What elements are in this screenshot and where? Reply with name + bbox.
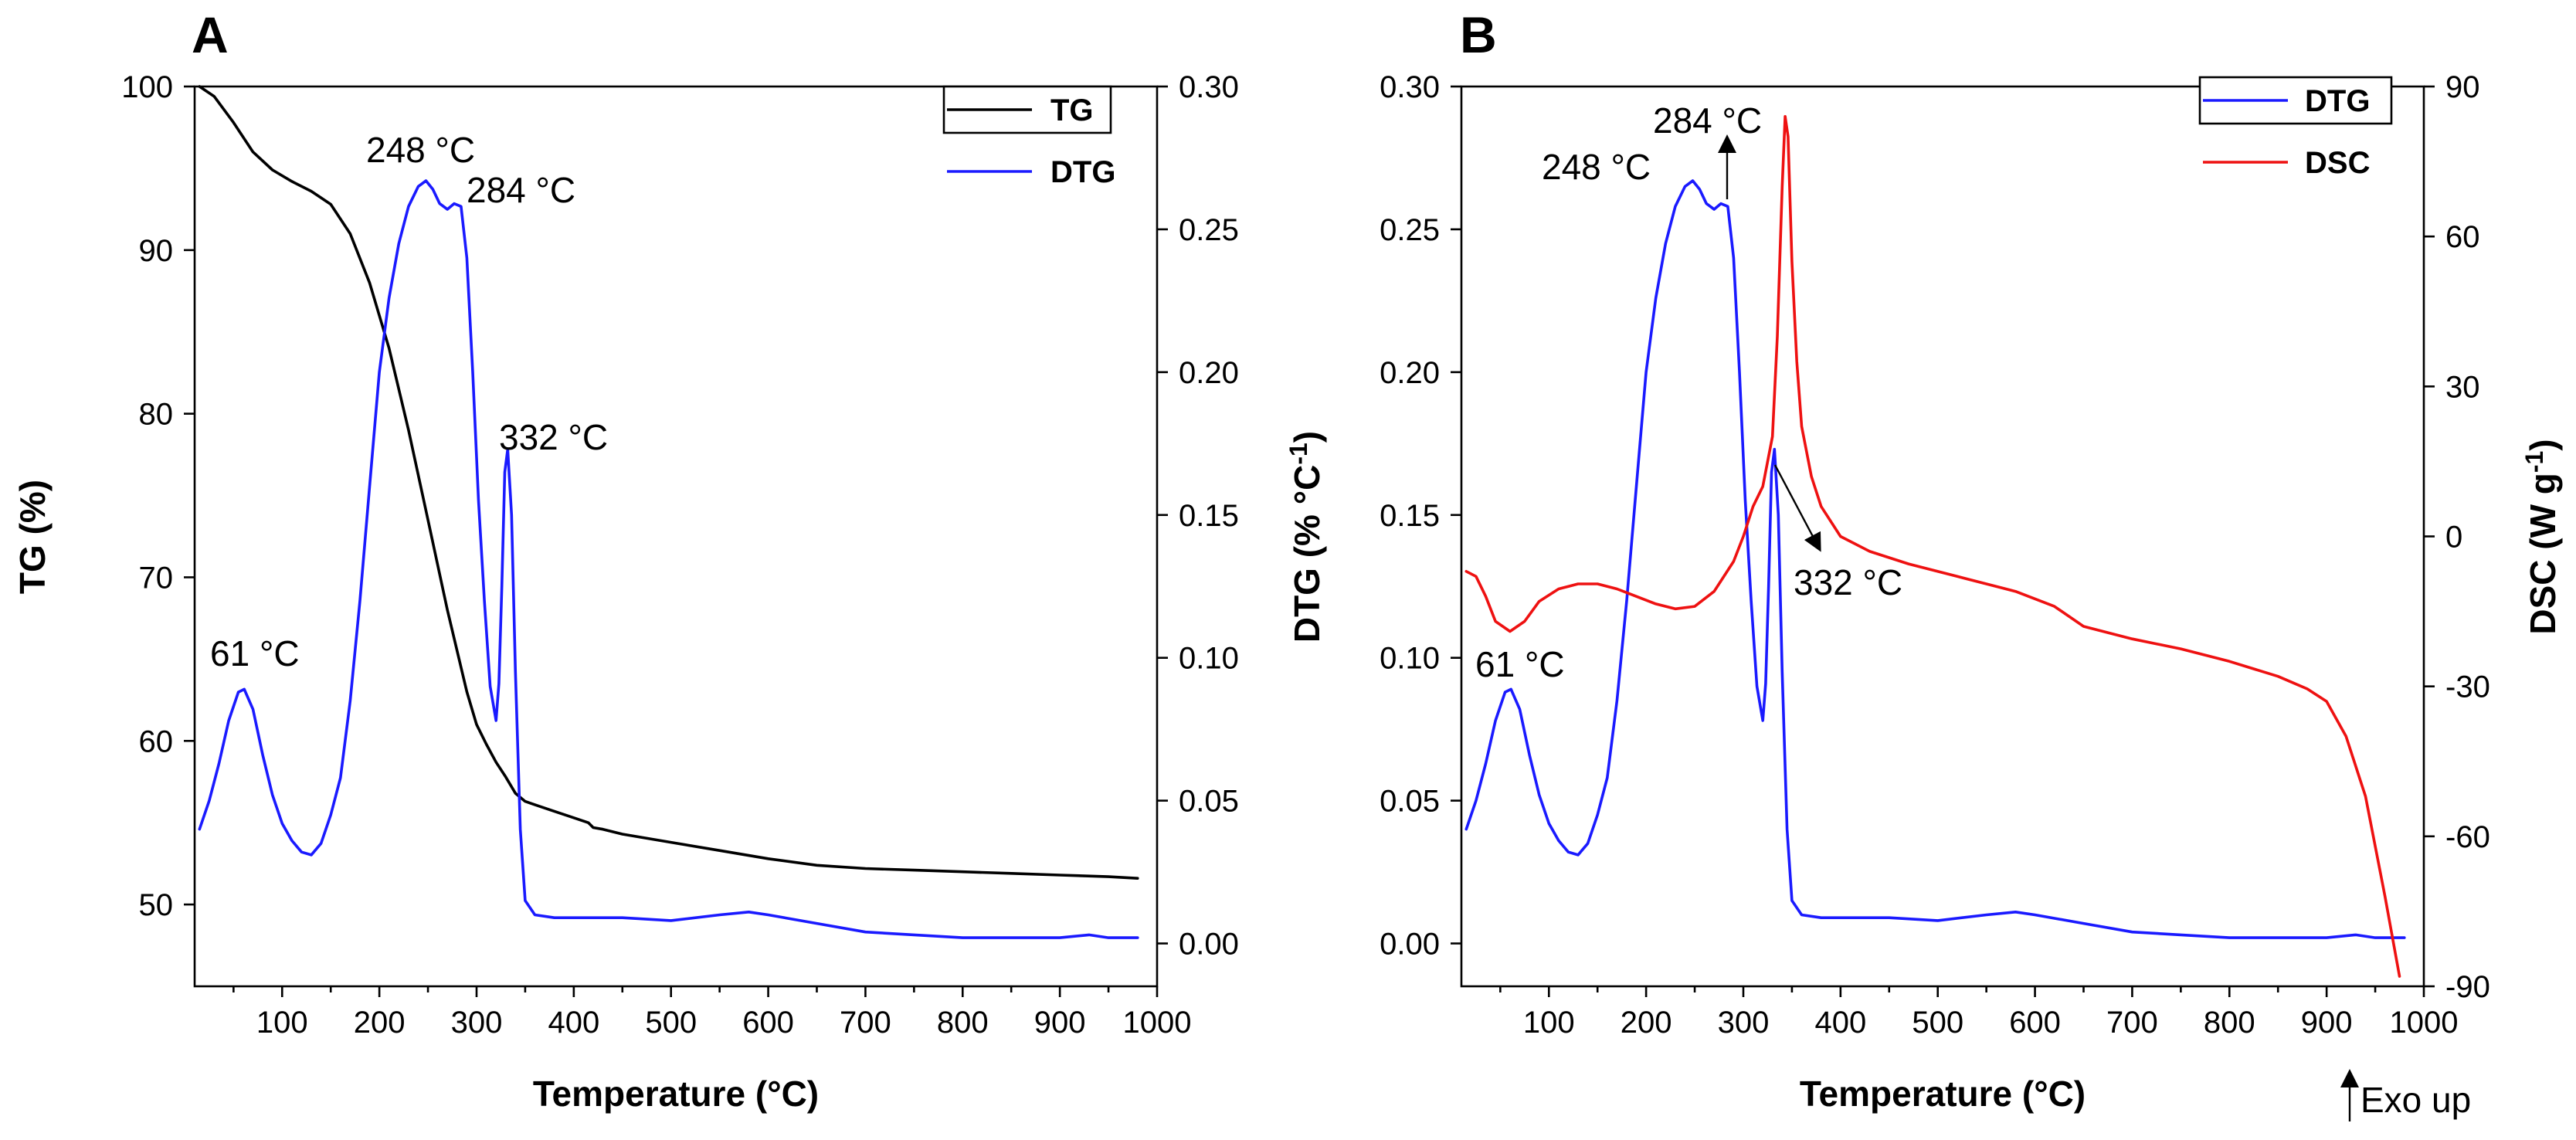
x-tick-label: 1000 xyxy=(2390,1006,2459,1040)
series-line-dtg xyxy=(198,179,1139,939)
x-tick-label: 800 xyxy=(937,1006,989,1040)
left-tick-label: 0.25 xyxy=(1380,213,1440,247)
panel-b-legend: DTG DSC xyxy=(2198,76,2393,180)
panel-a-left-axis-title: TG (%) xyxy=(12,480,53,594)
left-tick-label: 90 xyxy=(139,234,174,268)
panel-b-annotation-332: 332 °C xyxy=(1794,562,1902,602)
panel-b-legend-dsc-label: DSC xyxy=(2305,146,2370,180)
right-tick-label: -90 xyxy=(2445,970,2490,1004)
left-tick-label: 0.20 xyxy=(1380,356,1440,390)
right-tick-label: -30 xyxy=(2445,670,2490,704)
x-tick-label: 500 xyxy=(1912,1006,1963,1040)
right-tick-label: 0.00 xyxy=(1179,928,1239,962)
x-tick-label: 800 xyxy=(2204,1006,2255,1040)
panel-a-x-ticks: 100 200 300 400 500 600 700 800 900 1000 xyxy=(232,986,1192,1040)
panel-b-right-axis-title-close: ) xyxy=(2523,439,2563,450)
right-tick-label: 0.20 xyxy=(1179,356,1239,390)
x-tick-label: 100 xyxy=(1523,1006,1575,1040)
left-tick-label: 0.30 xyxy=(1380,70,1440,104)
x-tick-label: 100 xyxy=(256,1006,308,1040)
panel-a-annotation-332: 332 °C xyxy=(499,417,608,457)
left-tick-label: 60 xyxy=(139,724,174,758)
left-tick-label: 50 xyxy=(139,888,174,922)
x-tick-label: 300 xyxy=(1718,1006,1770,1040)
panel-a-right-axis-title-close: ) xyxy=(1287,431,1327,443)
left-tick-label: 0.00 xyxy=(1380,928,1440,962)
panel-b-arrow-332 xyxy=(1773,464,1821,552)
left-tick-label: 80 xyxy=(139,398,174,432)
panel-a-series xyxy=(198,85,1139,939)
x-tick-label: 900 xyxy=(2301,1006,2353,1040)
panel-a-legend-dtg-label: DTG xyxy=(1050,155,1115,189)
panel-b-letter: B xyxy=(1460,6,1497,63)
panel-b-annotation-61: 61 °C xyxy=(1475,644,1565,684)
right-tick-label: 90 xyxy=(2445,70,2480,104)
panel-b-left-ticks: 0.00 0.05 0.10 0.15 0.20 0.25 0.30 xyxy=(1380,70,1461,962)
right-tick-label: 0.10 xyxy=(1179,642,1239,676)
series-line-tg xyxy=(198,85,1139,880)
panel-a-annotation-61: 61 °C xyxy=(210,633,300,673)
panel-b-right-ticks: -90 -60 -30 0 30 60 90 xyxy=(2424,70,2490,1004)
x-tick-label: 400 xyxy=(548,1006,599,1040)
panel-a-annotation-284: 284 °C xyxy=(467,170,575,210)
left-tick-label: 100 xyxy=(121,70,173,104)
panel-b-annotation-248: 248 °C xyxy=(1542,147,1651,187)
series-line-dtg xyxy=(1464,179,2406,939)
right-tick-label: 0.25 xyxy=(1179,213,1239,247)
panel-a-right-axis-title-sup: -1 xyxy=(1285,443,1312,464)
panel-a-legend-tg-label: TG xyxy=(1050,93,1094,127)
panel-b-right-axis-title-sup: -1 xyxy=(2520,451,2548,473)
x-tick-label: 500 xyxy=(645,1006,697,1040)
left-tick-label: 0.15 xyxy=(1380,499,1440,533)
x-tick-label: 600 xyxy=(2009,1006,2061,1040)
x-tick-label: 200 xyxy=(1621,1006,1672,1040)
x-tick-label: 900 xyxy=(1034,1006,1086,1040)
panel-b-right-axis-title: DSC (W g-1) xyxy=(2520,439,2563,634)
panel-b-series xyxy=(1464,115,2406,978)
panel-b-right-axis-title-main: DSC (W g xyxy=(2523,473,2563,635)
panel-a-legend: TG DTG xyxy=(942,85,1115,189)
left-tick-label: 0.10 xyxy=(1380,642,1440,676)
x-tick-label: 700 xyxy=(2106,1006,2158,1040)
x-tick-label: 600 xyxy=(742,1006,794,1040)
right-tick-label: 0 xyxy=(2445,521,2462,555)
series-line-dsc xyxy=(1464,115,2401,978)
right-tick-label: 30 xyxy=(2445,370,2480,404)
panel-b: B 100 200 300 400 500 600 700 800 900 1000 0.000.… xyxy=(1380,6,2563,1121)
x-tick-label: 300 xyxy=(451,1006,503,1040)
x-tick-label: 1000 xyxy=(1123,1006,1192,1040)
panel-b-x-axis-title: Temperature (°C) xyxy=(1800,1074,2086,1114)
x-tick-label: 200 xyxy=(354,1006,406,1040)
panel-a-annotation-248: 248 °C xyxy=(366,130,475,170)
panel-a-right-axis-title-main: DTG (% °C xyxy=(1287,465,1327,643)
panel-b-x-ticks: 100 200 300 400 500 600 700 800 900 1000 xyxy=(1499,986,2459,1040)
right-tick-label: -60 xyxy=(2445,820,2490,854)
right-tick-label: 0.15 xyxy=(1179,499,1239,533)
right-tick-label: 0.05 xyxy=(1179,785,1239,819)
right-tick-label: 0.30 xyxy=(1179,70,1239,104)
left-tick-label: 0.05 xyxy=(1380,785,1440,819)
panel-a: A 100 200 300 400 500 600 700 800 900 1000 50 60 70… xyxy=(12,6,1327,1114)
x-tick-label: 700 xyxy=(840,1006,891,1040)
left-tick-label: 70 xyxy=(139,561,174,595)
panel-b-legend-dtg-label: DTG xyxy=(2305,84,2370,118)
panel-a-right-ticks: 0.00 0.05 0.10 0.15 0.20 0.25 0.30 xyxy=(1157,70,1239,962)
panel-a-left-ticks: 50 60 70 80 90 100 xyxy=(121,70,195,922)
panel-a-x-axis-title: Temperature (°C) xyxy=(533,1074,819,1114)
panel-a-right-axis-title: DTG (% °C-1) xyxy=(1285,431,1327,643)
x-tick-label: 400 xyxy=(1814,1006,1866,1040)
panel-b-plot-frame xyxy=(1460,85,2425,988)
panel-b-annotation-284: 284 °C xyxy=(1653,100,1762,141)
panel-a-letter: A xyxy=(192,6,229,63)
panel-b-exo-up-label: Exo up xyxy=(2360,1080,2471,1120)
right-tick-label: 60 xyxy=(2445,220,2480,254)
panel-a-plot-frame xyxy=(193,85,1159,988)
